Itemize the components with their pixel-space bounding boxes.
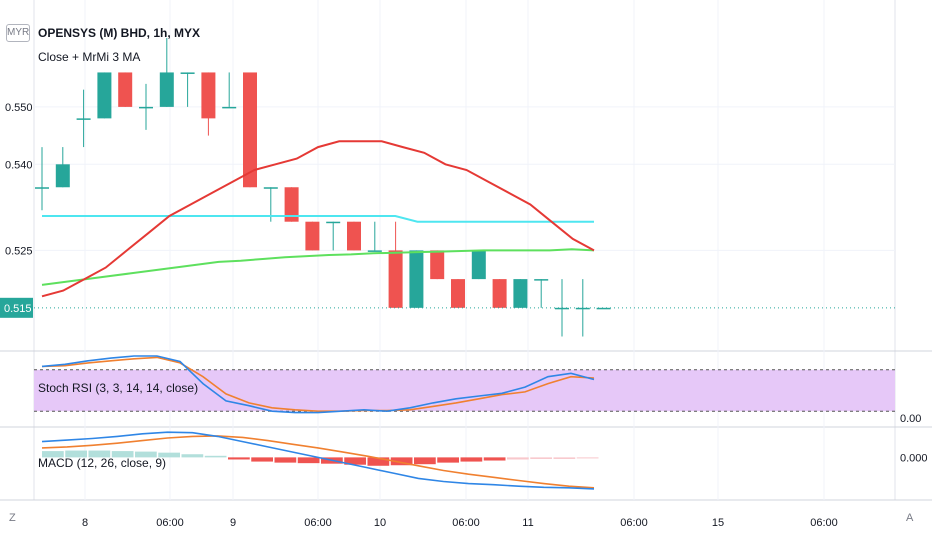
- candle-body: [139, 106, 153, 109]
- macd-histogram-bar: [274, 457, 297, 463]
- candle-body: [76, 118, 91, 120]
- candle-body: [263, 187, 278, 189]
- macd-label: MACD (12, 26, close, 9): [38, 456, 167, 470]
- candle-body: [451, 279, 465, 308]
- currency-badge[interactable]: MYR: [6, 24, 30, 42]
- candle-body: [409, 250, 424, 308]
- macd-histogram-bar: [507, 457, 529, 460]
- macd-histogram-bar: [111, 451, 134, 458]
- macd-histogram-bar: [135, 451, 157, 458]
- macd-histogram-bar: [251, 457, 273, 462]
- time-axis-label: 9: [230, 517, 236, 529]
- candle-body: [596, 307, 611, 310]
- symbol-title: OPENSYS (M) BHD, 1h, MYX: [38, 26, 201, 40]
- candle-body: [243, 72, 257, 188]
- macd-histogram-bar: [553, 457, 576, 459]
- macd-histogram-bar: [204, 455, 227, 458]
- time-axis-label: 06:00: [620, 517, 648, 529]
- macd-axis-label: 0.000: [900, 452, 928, 464]
- macd-histogram-bar: [576, 457, 599, 459]
- candle-body: [326, 221, 341, 224]
- time-axis-label: 11: [522, 517, 533, 529]
- macd-histogram-bar: [158, 452, 180, 458]
- time-axis-label: 06:00: [810, 517, 838, 529]
- candle-body: [159, 72, 174, 107]
- candle-body: [513, 279, 528, 308]
- macd-histogram-bar: [42, 451, 64, 458]
- time-axis-label: 06:00: [452, 517, 480, 529]
- time-axis-label: 8: [82, 517, 88, 529]
- macd-histogram-bar: [437, 457, 459, 463]
- stoch-k-line: [41, 355, 595, 414]
- stoch-rsi-label: Stoch RSI (3, 3, 14, 14, close): [38, 381, 199, 395]
- time-axis-label: 06:00: [156, 517, 184, 529]
- candle-body: [180, 72, 195, 74]
- macd-line: [41, 431, 595, 490]
- macd-histogram-bar: [460, 457, 483, 462]
- macd-histogram-bar: [344, 457, 366, 465]
- candle-body: [555, 307, 569, 310]
- time-axis-label: 10: [374, 517, 386, 529]
- candle-body: [388, 250, 403, 308]
- candle-body: [347, 221, 361, 251]
- macd-signal-line: [41, 435, 595, 489]
- candle-body: [430, 250, 445, 280]
- candle-body: [118, 72, 133, 107]
- macd-histogram-bar: [483, 457, 506, 461]
- indicator-title: Close + MrMi 3 MA: [38, 50, 141, 64]
- macd-histogram-bar: [65, 450, 87, 458]
- candle-body: [305, 221, 320, 251]
- candle-body: [35, 187, 49, 189]
- candle-body: [534, 279, 549, 281]
- time-axis-label: 06:00: [304, 517, 332, 529]
- candle-body: [201, 72, 216, 119]
- price-axis-label: 0.540: [5, 159, 33, 171]
- candle-body: [284, 187, 299, 222]
- stoch-band: [34, 369, 895, 412]
- macd-histogram-bar: [530, 457, 552, 459]
- candle-body: [471, 250, 486, 280]
- last-price-label: 0.515: [4, 303, 32, 315]
- macd-histogram-bar: [297, 457, 320, 464]
- macd-histogram-bar: [414, 457, 436, 465]
- candle-body: [367, 250, 382, 252]
- candle-body: [97, 72, 112, 119]
- macd-histogram-bar: [181, 454, 204, 458]
- candle-body: [575, 307, 590, 310]
- candle-body: [55, 164, 70, 188]
- last-price-badge: [0, 297, 33, 318]
- stoch-d-line: [41, 356, 595, 413]
- macd-histogram-bar: [228, 457, 250, 460]
- zoom-button[interactable]: Z: [9, 512, 16, 524]
- ma-red-line: [41, 140, 595, 298]
- price-axis-label: 0.525: [5, 245, 33, 257]
- time-axis-label: 15: [712, 517, 724, 529]
- ma-green-line: [41, 248, 595, 286]
- macd-histogram-bar: [88, 450, 111, 458]
- macd-histogram-bar: [367, 457, 390, 466]
- auto-scale-button[interactable]: A: [906, 512, 914, 524]
- stoch-axis-label: 0.00: [900, 413, 921, 425]
- candle-body: [222, 106, 237, 109]
- price-axis-label: 0.550: [5, 102, 33, 114]
- ma-cyan-line: [42, 215, 594, 223]
- macd-histogram-bar: [390, 457, 413, 466]
- candle-body: [492, 279, 507, 308]
